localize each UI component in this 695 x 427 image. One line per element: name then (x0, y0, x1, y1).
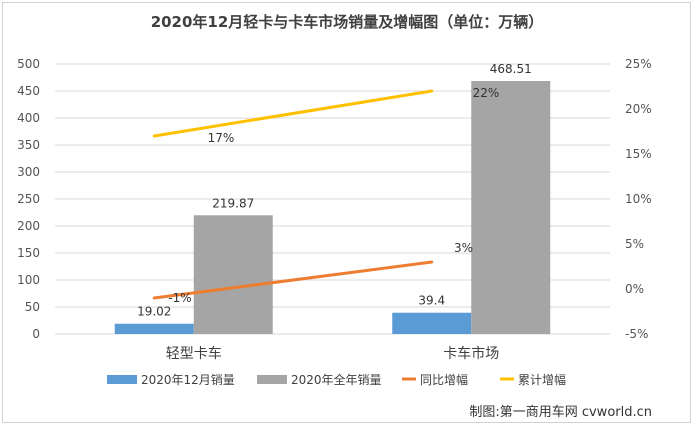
y-right-tick-label: 0% (625, 282, 644, 296)
series-line (152, 260, 434, 300)
bar (114, 323, 194, 334)
line-data-label: 17% (208, 131, 235, 145)
legend-swatch (107, 375, 137, 384)
y-right-tick-label: 15% (625, 147, 652, 161)
y-left-tick-label: 150 (17, 246, 40, 260)
bar-data-label: 468.51 (490, 62, 532, 76)
bar-data-label: 39.4 (418, 294, 445, 308)
y-axis-left: 0 50 100 150 200 250 300 350 400 450 500 (17, 57, 40, 341)
legend-label: 同比增幅 (420, 372, 468, 387)
bar-data-label: 19.02 (137, 305, 171, 319)
y-axis-right: -5% 0% 5% 10% 15% 20% 25% (625, 57, 652, 341)
y-left-tick-label: 50 (25, 300, 40, 314)
data-labels: 19.02 39.4 219.87 468.51 -1% 3% 17% 22% (137, 62, 532, 319)
bar (471, 81, 551, 334)
bars (114, 81, 551, 334)
bar-data-label: 219.87 (212, 196, 254, 210)
y-right-tick-label: 10% (625, 192, 652, 206)
x-category-label: 卡车市场 (443, 345, 499, 362)
line-data-label: -1% (168, 291, 191, 305)
legend: 2020年12月销量 2020年全年销量 同比增幅 累计增幅 (107, 372, 566, 387)
y-right-tick-label: -5% (625, 327, 648, 341)
lines (152, 89, 434, 300)
bar (392, 312, 472, 334)
y-left-tick-label: 400 (17, 111, 40, 125)
bar (193, 215, 273, 334)
y-right-tick-label: 25% (625, 57, 652, 71)
y-left-tick-label: 200 (17, 219, 40, 233)
legend-swatch (257, 375, 287, 384)
y-left-tick-label: 0 (32, 327, 40, 341)
chart-frame (2, 2, 691, 423)
legend-label: 累计增幅 (518, 372, 566, 387)
source-credit: 制图:第一商用车网 cvworld.cn (469, 404, 652, 420)
series-line (152, 89, 434, 138)
y-right-tick-label: 20% (625, 102, 652, 116)
y-left-tick-label: 350 (17, 138, 40, 152)
y-left-tick-label: 250 (17, 192, 40, 206)
y-left-tick-label: 500 (17, 57, 40, 71)
line-data-label: 22% (473, 86, 500, 100)
x-category-label: 轻型卡车 (166, 345, 222, 362)
y-left-tick-label: 300 (17, 165, 40, 179)
x-axis-categories: 轻型卡车 卡车市场 (166, 345, 500, 362)
chart-title: 2020年12月轻卡与卡车市场销量及增幅图（单位：万辆） (151, 13, 544, 31)
y-left-tick-label: 450 (17, 84, 40, 98)
legend-label: 2020年12月销量 (141, 373, 235, 387)
y-left-tick-label: 100 (17, 273, 40, 287)
line-data-label: 3% (454, 241, 473, 255)
legend-label: 2020年全年销量 (291, 372, 382, 387)
y-right-tick-label: 5% (625, 237, 644, 251)
